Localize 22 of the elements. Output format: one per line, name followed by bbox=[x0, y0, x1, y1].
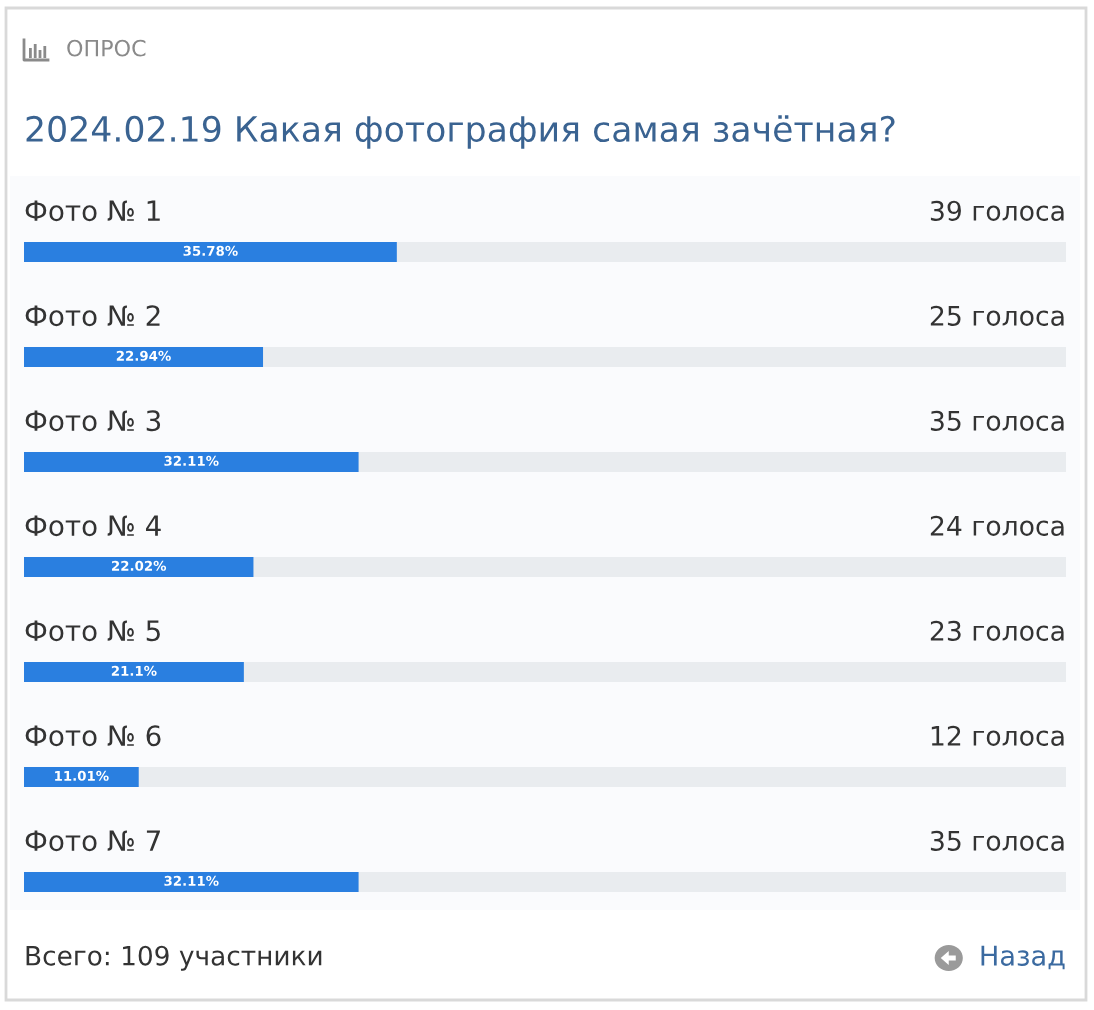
bar bbox=[24, 557, 254, 577]
annotation: 24 голоса bbox=[930, 515, 1064, 536]
bar bbox=[24, 662, 244, 682]
y-tick-label: Фото № 5 bbox=[25, 620, 160, 642]
y-tick-label: Фото № 3 bbox=[25, 410, 161, 432]
y-tick-label: Фото № 1 bbox=[25, 200, 160, 222]
chart-title: 2024.02.19 Какая фотография самая зачётная? bbox=[26, 115, 895, 149]
annotation: 25 голоса bbox=[930, 305, 1064, 326]
annotation: 35 голоса bbox=[930, 830, 1064, 851]
annotation: 12 голоса bbox=[931, 725, 1064, 746]
bar bbox=[24, 347, 264, 367]
bar bbox=[24, 767, 139, 787]
annotation: 39 голоса bbox=[930, 200, 1064, 221]
y-tick-label: Фото № 2 bbox=[25, 305, 160, 327]
annotation: 35 голоса bbox=[930, 410, 1064, 431]
y-tick-label: Фото № 7 bbox=[25, 830, 160, 852]
text: Всего: 109 участники bbox=[26, 945, 322, 971]
annotation: 23 голоса bbox=[930, 620, 1064, 641]
y-tick-label: Фото № 4 bbox=[25, 515, 161, 537]
text: Назад bbox=[981, 945, 1065, 970]
chart-subtitle: ОПРОС bbox=[67, 39, 146, 57]
y-tick-label: Фото № 6 bbox=[25, 725, 161, 747]
